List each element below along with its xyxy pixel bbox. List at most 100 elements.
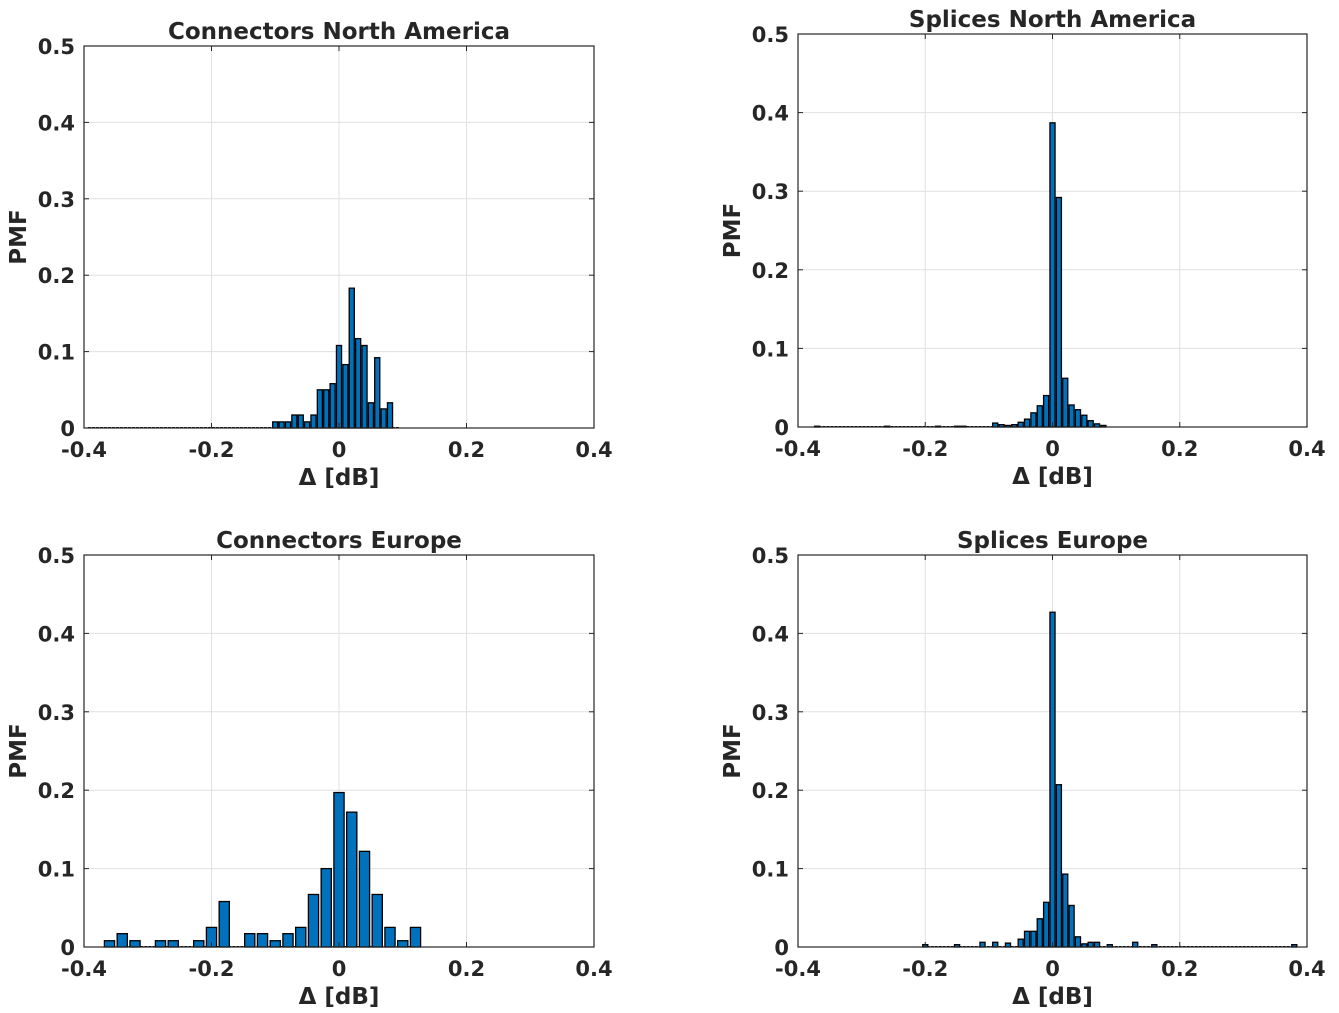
histogram-bar xyxy=(192,940,205,948)
histogram-bar xyxy=(358,850,371,948)
histogram-bar xyxy=(103,940,116,948)
y-tick-label: 0.3 xyxy=(752,180,789,204)
y-tick-label: 0.5 xyxy=(752,544,789,568)
histogram-bar xyxy=(1055,784,1063,948)
histogram-bar xyxy=(342,363,349,429)
y-tick-label: 0.1 xyxy=(752,858,789,882)
histogram-bar xyxy=(348,287,355,429)
chart-title: Connectors Europe xyxy=(216,528,462,554)
chart-panel: -0.4 -0.2 0 0.2 0.4 0 0.1 0.2 0.3 0.4 0.5 Splices N… xyxy=(720,7,1326,490)
histogram-bar xyxy=(303,421,311,429)
x-axis-label: Δ [dB] xyxy=(1012,464,1093,490)
histogram-bar xyxy=(329,383,336,429)
y-tick-label: 0.2 xyxy=(752,779,789,803)
x-tick-label: -0.4 xyxy=(775,957,821,981)
y-tick-label: 0.5 xyxy=(38,35,75,59)
histogram-bar xyxy=(1030,412,1037,428)
x-tick-label: 0 xyxy=(332,957,347,981)
x-tick-label: -0.4 xyxy=(775,437,821,461)
x-tick-label: 0.4 xyxy=(1288,437,1325,461)
histogram-bar xyxy=(1036,918,1043,948)
x-tick-label: 0.2 xyxy=(448,438,485,462)
histogram-bar xyxy=(1055,196,1063,428)
histogram-bar xyxy=(374,357,381,429)
y-tick-label: 0.1 xyxy=(752,337,789,361)
chart-panel: -0.4 -0.2 0 0.2 0.4 0 0.1 0.2 0.3 0.4 0.5 Splices E… xyxy=(720,528,1326,1010)
y-tick-label: 0.3 xyxy=(38,701,75,725)
y-tick-label: 0.5 xyxy=(38,544,75,568)
y-tick-label: 0 xyxy=(774,936,789,960)
y-tick-label: 0.4 xyxy=(38,111,75,135)
histogram-bar xyxy=(1074,936,1082,948)
histogram-bar xyxy=(284,421,292,429)
histogram-bar xyxy=(218,900,230,948)
histogram-bar xyxy=(167,940,179,948)
histogram-bar xyxy=(323,389,330,429)
histogram-bar xyxy=(316,389,324,429)
histogram-bar xyxy=(1087,941,1094,948)
x-tick-label: 0.4 xyxy=(575,438,612,462)
x-tick-label: 0.4 xyxy=(1288,957,1325,981)
x-axis-label: Δ [dB] xyxy=(299,465,380,491)
x-tick-label: 0.2 xyxy=(1161,437,1198,461)
y-axis-label: PMF xyxy=(6,723,32,778)
histogram-bar xyxy=(409,926,422,948)
x-axis-label: Δ [dB] xyxy=(299,984,380,1010)
y-axis-label: PMF xyxy=(720,203,746,258)
chart-title: Splices North America xyxy=(909,7,1196,33)
y-tick-label: 0.1 xyxy=(38,341,75,365)
histogram-bar xyxy=(1023,930,1031,948)
y-tick-label: 0.3 xyxy=(38,188,75,212)
x-tick-label: 0 xyxy=(1045,957,1060,981)
histogram-bar xyxy=(1062,377,1069,428)
histogram-bar xyxy=(291,414,298,429)
histogram-bar xyxy=(269,940,281,948)
histogram-bar xyxy=(154,940,167,948)
histogram-bar xyxy=(371,893,383,948)
histogram-bar xyxy=(367,402,375,429)
x-tick-label: -0.4 xyxy=(61,438,107,462)
histogram-bar xyxy=(278,421,285,429)
y-axis-label: PMF xyxy=(6,209,32,264)
x-tick-label: 0 xyxy=(332,438,347,462)
y-tick-label: 0 xyxy=(60,936,75,960)
histogram-bar xyxy=(1042,901,1050,948)
y-axis-label: PMF xyxy=(720,723,746,778)
histogram-bar xyxy=(282,933,294,948)
y-tick-label: 0.2 xyxy=(38,264,75,288)
histogram-bar xyxy=(1030,930,1037,948)
histogram-bar xyxy=(1132,941,1139,948)
histogram-bar xyxy=(361,344,368,429)
chart-panel: -0.4 -0.2 0 0.2 0.4 0 0.1 0.2 0.3 0.4 0.5 Connector… xyxy=(6,528,613,1010)
histogram-bar xyxy=(333,791,345,948)
chart-panel: -0.4 -0.2 0 0.2 0.4 0 0.1 0.2 0.3 0.4 0.5 Connector… xyxy=(6,19,613,491)
histogram-bar xyxy=(272,421,279,429)
y-tick-label: 0.4 xyxy=(752,622,789,646)
y-tick-label: 0.2 xyxy=(752,259,789,283)
histogram-bar xyxy=(1062,873,1069,948)
histogram-bar xyxy=(116,933,129,948)
x-tick-label: -0.4 xyxy=(61,957,107,981)
histogram-bar xyxy=(992,941,999,948)
x-axis-label: Δ [dB] xyxy=(1012,984,1093,1010)
y-tick-label: 0.3 xyxy=(752,701,789,725)
chart-title: Connectors North America xyxy=(168,19,510,45)
histogram-bar xyxy=(1093,941,1101,948)
histogram-bar xyxy=(129,940,141,948)
histogram-bar xyxy=(1049,611,1056,948)
histogram-bar xyxy=(243,933,256,948)
x-tick-label: 0 xyxy=(1045,437,1060,461)
histogram-bar xyxy=(1042,394,1050,428)
histogram-bar xyxy=(310,414,317,429)
y-tick-label: 0.4 xyxy=(38,622,75,646)
y-tick-label: 0.1 xyxy=(38,858,75,882)
x-tick-label: -0.2 xyxy=(902,437,948,461)
x-tick-label: -0.2 xyxy=(189,438,235,462)
x-tick-label: -0.2 xyxy=(902,957,948,981)
histogram-bar xyxy=(297,414,304,429)
x-tick-label: 0.4 xyxy=(575,957,612,981)
histogram-bar xyxy=(256,933,269,948)
chart-title: Splices Europe xyxy=(957,528,1148,554)
histogram-bar xyxy=(1017,421,1024,428)
